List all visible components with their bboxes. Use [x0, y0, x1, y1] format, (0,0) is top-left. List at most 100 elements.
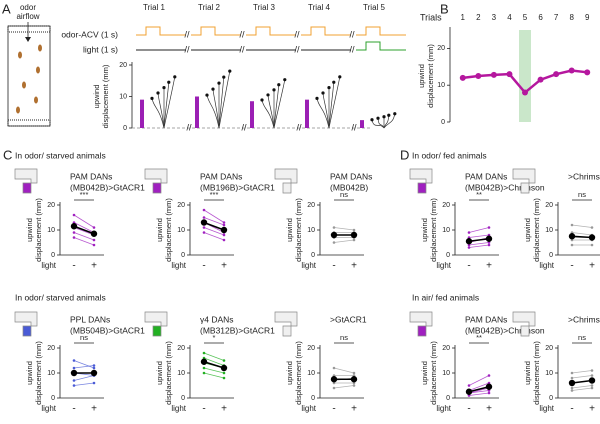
individual-line: [73, 227, 95, 236]
trajectory-end: [222, 75, 226, 79]
y-axis-label: displacement (mm): [429, 198, 438, 262]
chamber-mesh: [7, 25, 51, 33]
individual-line: [203, 367, 225, 374]
panel-letter: C: [3, 147, 12, 162]
individual-point: [590, 243, 594, 247]
x-tick-label: 6: [538, 13, 543, 22]
y-tick-label: 20: [119, 62, 127, 69]
y-axis-label: upwind: [155, 218, 164, 242]
y-axis-label: displacement (mm): [34, 198, 43, 262]
y-tick-label: 10: [442, 370, 450, 377]
individual-line: [333, 227, 355, 231]
y-axis-label: upwind: [25, 218, 34, 242]
axis-break: //: [239, 29, 245, 39]
individual-point: [570, 371, 574, 375]
individual-point: [222, 376, 226, 380]
trajectory-end: [167, 80, 171, 84]
y-tick-label: 0: [181, 252, 185, 259]
mean-point: [70, 223, 78, 230]
brain-icon: [144, 311, 168, 327]
trajectory-end: [228, 69, 232, 73]
individual-line: [203, 209, 225, 223]
trajectory-end: [173, 75, 177, 79]
individual-point: [202, 208, 206, 212]
y-tick-label: 20: [442, 345, 450, 352]
axis-break: //: [186, 122, 192, 132]
y-axis-label: upwind: [420, 218, 429, 242]
individual-point: [570, 389, 574, 392]
y-tick-label: 20: [177, 202, 185, 209]
y-tick-label: 20: [545, 345, 553, 352]
mean-point: [200, 219, 208, 226]
group-label: In odor/ fed animals: [412, 150, 487, 160]
y-axis-label: upwind: [285, 218, 294, 242]
mean-point: [220, 226, 228, 234]
individual-line: [571, 387, 593, 391]
x-axis-label: Trials: [420, 12, 442, 22]
x-tick-label: 5: [523, 13, 528, 22]
individual-point: [222, 371, 226, 375]
x-tick-label: +: [91, 404, 97, 415]
panel-letter: A: [2, 1, 11, 16]
trajectory: [273, 84, 280, 129]
significance-label: *: [213, 333, 216, 342]
mean-point: [465, 388, 473, 395]
trajectory: [151, 98, 165, 129]
mean-point: [350, 376, 358, 383]
individual-point: [222, 359, 226, 362]
trajectory: [377, 118, 385, 129]
individual-point: [202, 366, 206, 370]
y-tick-label: 0: [311, 252, 315, 259]
individual-line: [73, 375, 95, 381]
trajectory-end: [277, 83, 281, 87]
trial-label: Trial 5: [363, 3, 385, 12]
trajectory: [328, 76, 341, 129]
chart-title: (MB042B)>GtACR1: [70, 182, 145, 192]
individual-point: [72, 213, 76, 217]
individual-line: [73, 222, 95, 233]
x-tick-label: -: [467, 261, 470, 272]
mean-point: [588, 234, 596, 241]
fly-icon: [38, 44, 42, 52]
y-axis-label: displacement (mm): [426, 44, 435, 108]
y-tick-label: 10: [545, 227, 553, 234]
individual-point: [202, 216, 206, 219]
fly-icon: [16, 106, 20, 114]
x-tick-label: +: [589, 404, 595, 415]
stimulus-trace: [136, 26, 186, 36]
fly-icon: [34, 96, 38, 104]
trial-label: Trial 2: [198, 3, 220, 12]
individual-line: [468, 234, 490, 238]
x-axis-label: light: [436, 261, 451, 270]
stimulus-trace: [246, 26, 296, 36]
bar: [360, 120, 364, 128]
y-tick-label: 0: [446, 252, 450, 259]
y-axis-label: displacement (mm): [294, 341, 303, 405]
y-tick-label: 0: [549, 252, 553, 259]
y-tick-label: 20: [437, 45, 445, 52]
trajectory: [218, 77, 225, 129]
lobe-icon: [282, 325, 292, 337]
individual-point: [590, 386, 594, 390]
trajectory-end: [376, 116, 380, 120]
individual-line: [203, 372, 225, 379]
lobe-icon: [417, 182, 427, 194]
individual-line: [468, 375, 490, 386]
trajectory-end: [162, 86, 166, 90]
individual-point: [332, 386, 336, 390]
x-tick-label: 2: [476, 13, 481, 22]
significance-label: ***: [80, 190, 89, 199]
chart-title: (MB312B)>GtACR1: [200, 325, 275, 335]
y-tick-label: 0: [311, 395, 315, 402]
mean-line: [73, 225, 95, 235]
trajectory: [206, 95, 220, 129]
individual-point: [72, 384, 76, 387]
x-axis-label: light: [301, 261, 316, 270]
individual-point: [352, 228, 356, 232]
significance-label: **: [476, 333, 482, 342]
y-tick-label: 10: [307, 370, 315, 377]
mean-point: [553, 71, 560, 78]
x-tick-label: -: [570, 404, 573, 415]
individual-point: [590, 226, 594, 229]
